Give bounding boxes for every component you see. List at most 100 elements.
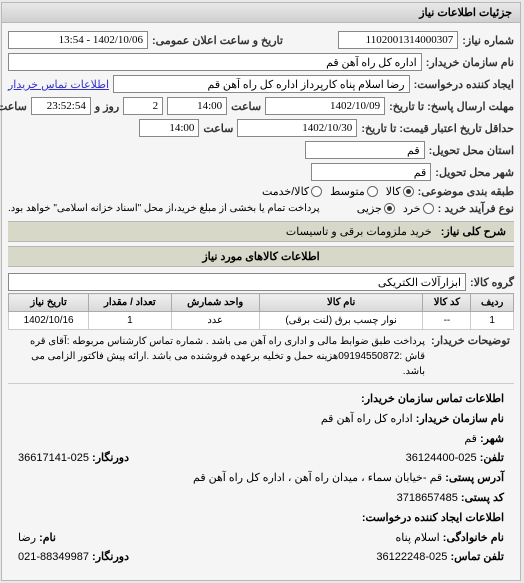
radio-kala[interactable]: کالا (387, 185, 415, 198)
cell-unit: عدد (172, 312, 260, 330)
buyer-contact-link[interactable]: اطلاعات تماس خریدار (9, 78, 110, 91)
notes-label: توضیحات خریدار: (432, 334, 511, 347)
time-remain-input[interactable] (32, 97, 92, 115)
col-row: ردیف (472, 294, 515, 312)
contact-postal-label: کد پستی: (462, 492, 505, 504)
contact-org-row: نام سازمان خریدار: اداره کل راه آهن قم (19, 410, 505, 430)
city-input[interactable] (312, 163, 432, 181)
row-province: استان محل تحویل: (9, 139, 515, 161)
time-label-1: ساعت (232, 100, 262, 113)
contact-phone2-row: تلفن تماس: 36122248-025 دورنگار: 021-883… (19, 548, 505, 568)
contact-org: اداره کل راه آهن قم (322, 413, 414, 425)
panel-title: جزئیات اطلاعات نیاز (3, 3, 521, 23)
col-date: تاریخ نیاز (10, 294, 90, 312)
contact-postal: 3718657485 (398, 492, 459, 504)
cell-name: نوار چسب برق (لنت برقی) (260, 312, 424, 330)
radio-dot-icon (424, 203, 435, 214)
subject-radio-group: کالا متوسط کالا/خدمت (263, 185, 415, 198)
table-header-row: ردیف کد کالا نام کالا واحد شمارش تعداد /… (10, 294, 515, 312)
family-label: نام خانوادگی: (444, 532, 505, 544)
goods-group-label: گروه کالا: (471, 276, 515, 289)
requester-label: ایجاد کننده درخواست: (415, 78, 515, 91)
radio-dot-icon (312, 186, 323, 197)
contact-postal-row: کد پستی: 3718657485 (19, 489, 505, 509)
time-label-2: ساعت (204, 122, 234, 135)
family: اسلام پناه (397, 532, 441, 544)
row-validity: حداقل تاریخ اعتبار قیمت: تا تاریخ: ساعت (9, 117, 515, 139)
goods-table: ردیف کد کالا نام کالا واحد شمارش تعداد /… (9, 293, 515, 330)
province-label: استان محل تحویل: (430, 144, 515, 157)
radio-service[interactable]: کالا/خدمت (263, 185, 323, 198)
validity-time-input[interactable] (140, 119, 200, 137)
name-value: رضا (19, 532, 37, 544)
contact-city-label: شهر: (481, 433, 505, 445)
row-notes: توضیحات خریدار: پرداخت طبق ضوابط مالی و … (9, 330, 515, 383)
col-qty: تعداد / مقدار (90, 294, 172, 312)
contact-block: اطلاعات تماس سازمان خریدار: نام سازمان خ… (9, 383, 515, 574)
contact-addr: قم -خیابان سماء ، میدان راه آهن ، اداره … (194, 472, 443, 484)
req-creator-label: اطلاعات ایجاد کننده درخواست: (19, 509, 505, 529)
contact-phone-label: تلفن: (481, 452, 505, 464)
col-code: کد کالا (424, 294, 472, 312)
request-no-input[interactable] (339, 31, 459, 49)
row-requester: ایجاد کننده درخواست: اطلاعات تماس خریدار (9, 73, 515, 95)
row-buyer-name: نام سازمان خریدار: (9, 51, 515, 73)
contact-fax2: 021-88349987 (19, 548, 90, 568)
process-radio-group: خرد جزیی (358, 202, 435, 215)
row-goods-group: گروه کالا: (9, 271, 515, 293)
city-label: شهر محل تحویل: (436, 166, 515, 179)
name-label: نام: (40, 532, 57, 544)
need-desc-label: شرح کلی نیاز: (442, 226, 507, 238)
province-input[interactable] (306, 141, 426, 159)
contact-title: اطلاعات تماس سازمان خریدار: (19, 390, 505, 410)
contact-city-row: شهر: قم (19, 430, 505, 450)
cell-code: -- (424, 312, 472, 330)
days-remain-input[interactable] (124, 97, 164, 115)
reply-deadline-label: مهلت ارسال پاسخ: تا تاریخ: (390, 100, 515, 113)
contact-addr-row: آدرس پستی: قم -خیابان سماء ، میدان راه آ… (19, 469, 505, 489)
subject-class-label: طبقه بندی موضوعی: (419, 185, 515, 198)
contact-phone2: 36122248-025 (377, 548, 448, 568)
table-row[interactable]: 1 -- نوار چسب برق (لنت برقی) عدد 1 1402/… (10, 312, 515, 330)
col-name: نام کالا (260, 294, 424, 312)
contact-family-row: نام خانوادگی: اسلام پناه نام: رضا (19, 529, 505, 549)
goods-info-title: اطلاعات کالاهای مورد نیاز (9, 246, 515, 267)
radio-dot-icon (385, 203, 396, 214)
contact-city: قم (465, 433, 478, 445)
radio-dot-icon (368, 186, 379, 197)
request-no-label: شماره نیاز: (463, 34, 515, 47)
contact-addr-label: آدرس پستی: (446, 472, 505, 484)
radio-med[interactable]: متوسط (331, 185, 379, 198)
contact-fax2-label: دورنگار: (93, 551, 130, 563)
form-body: شماره نیاز: تاریخ و ساعت اعلان عمومی: نا… (3, 23, 521, 580)
contact-fax: 36617141-025 (19, 449, 90, 469)
radio-khord[interactable]: خرد (404, 202, 435, 215)
payment-note: پرداخت تمام یا بخشی از مبلغ خرید،از محل … (9, 203, 321, 214)
public-date-input[interactable] (9, 31, 149, 49)
validity-date-input[interactable] (238, 119, 358, 137)
need-desc-value: خرید ملزومات برقی و تاسیسات (287, 226, 433, 238)
days-label: روز و (96, 100, 120, 113)
cell-date: 1402/10/16 (10, 312, 90, 330)
reply-time-input[interactable] (168, 97, 228, 115)
details-panel: جزئیات اطلاعات نیاز شماره نیاز: تاریخ و … (2, 2, 522, 581)
reply-date-input[interactable] (266, 97, 386, 115)
process-label: نوع فرآیند خرید : (439, 202, 515, 215)
time-remain-suffix: ساعت باقی مانده (0, 100, 28, 113)
cell-qty: 1 (90, 312, 172, 330)
radio-jozi[interactable]: جزیی (358, 202, 396, 215)
contact-phone: 36124400-025 (407, 449, 478, 469)
need-desc-section: شرح کلی نیاز: خرید ملزومات برقی و تاسیسا… (9, 221, 515, 242)
goods-group-input[interactable] (9, 273, 467, 291)
contact-org-label: نام سازمان خریدار: (417, 413, 505, 425)
row-subject-class: طبقه بندی موضوعی: کالا متوسط کالا/خدمت (9, 183, 515, 200)
row-process: نوع فرآیند خرید : خرد جزیی پرداخت تمام ی… (9, 200, 515, 217)
validity-label: حداقل تاریخ اعتبار قیمت: تا تاریخ: (362, 122, 515, 135)
notes-text: پرداخت طبق ضوابط مالی و اداری راه آهن می… (13, 334, 426, 379)
buyer-name-input[interactable] (9, 53, 423, 71)
row-reply-deadline: مهلت ارسال پاسخ: تا تاریخ: ساعت روز و سا… (9, 95, 515, 117)
contact-fax-label: دورنگار: (93, 452, 130, 464)
col-unit: واحد شمارش (172, 294, 260, 312)
requester-input[interactable] (114, 75, 411, 93)
contact-phone-row: تلفن: 36124400-025 دورنگار: 36617141-025 (19, 449, 505, 469)
